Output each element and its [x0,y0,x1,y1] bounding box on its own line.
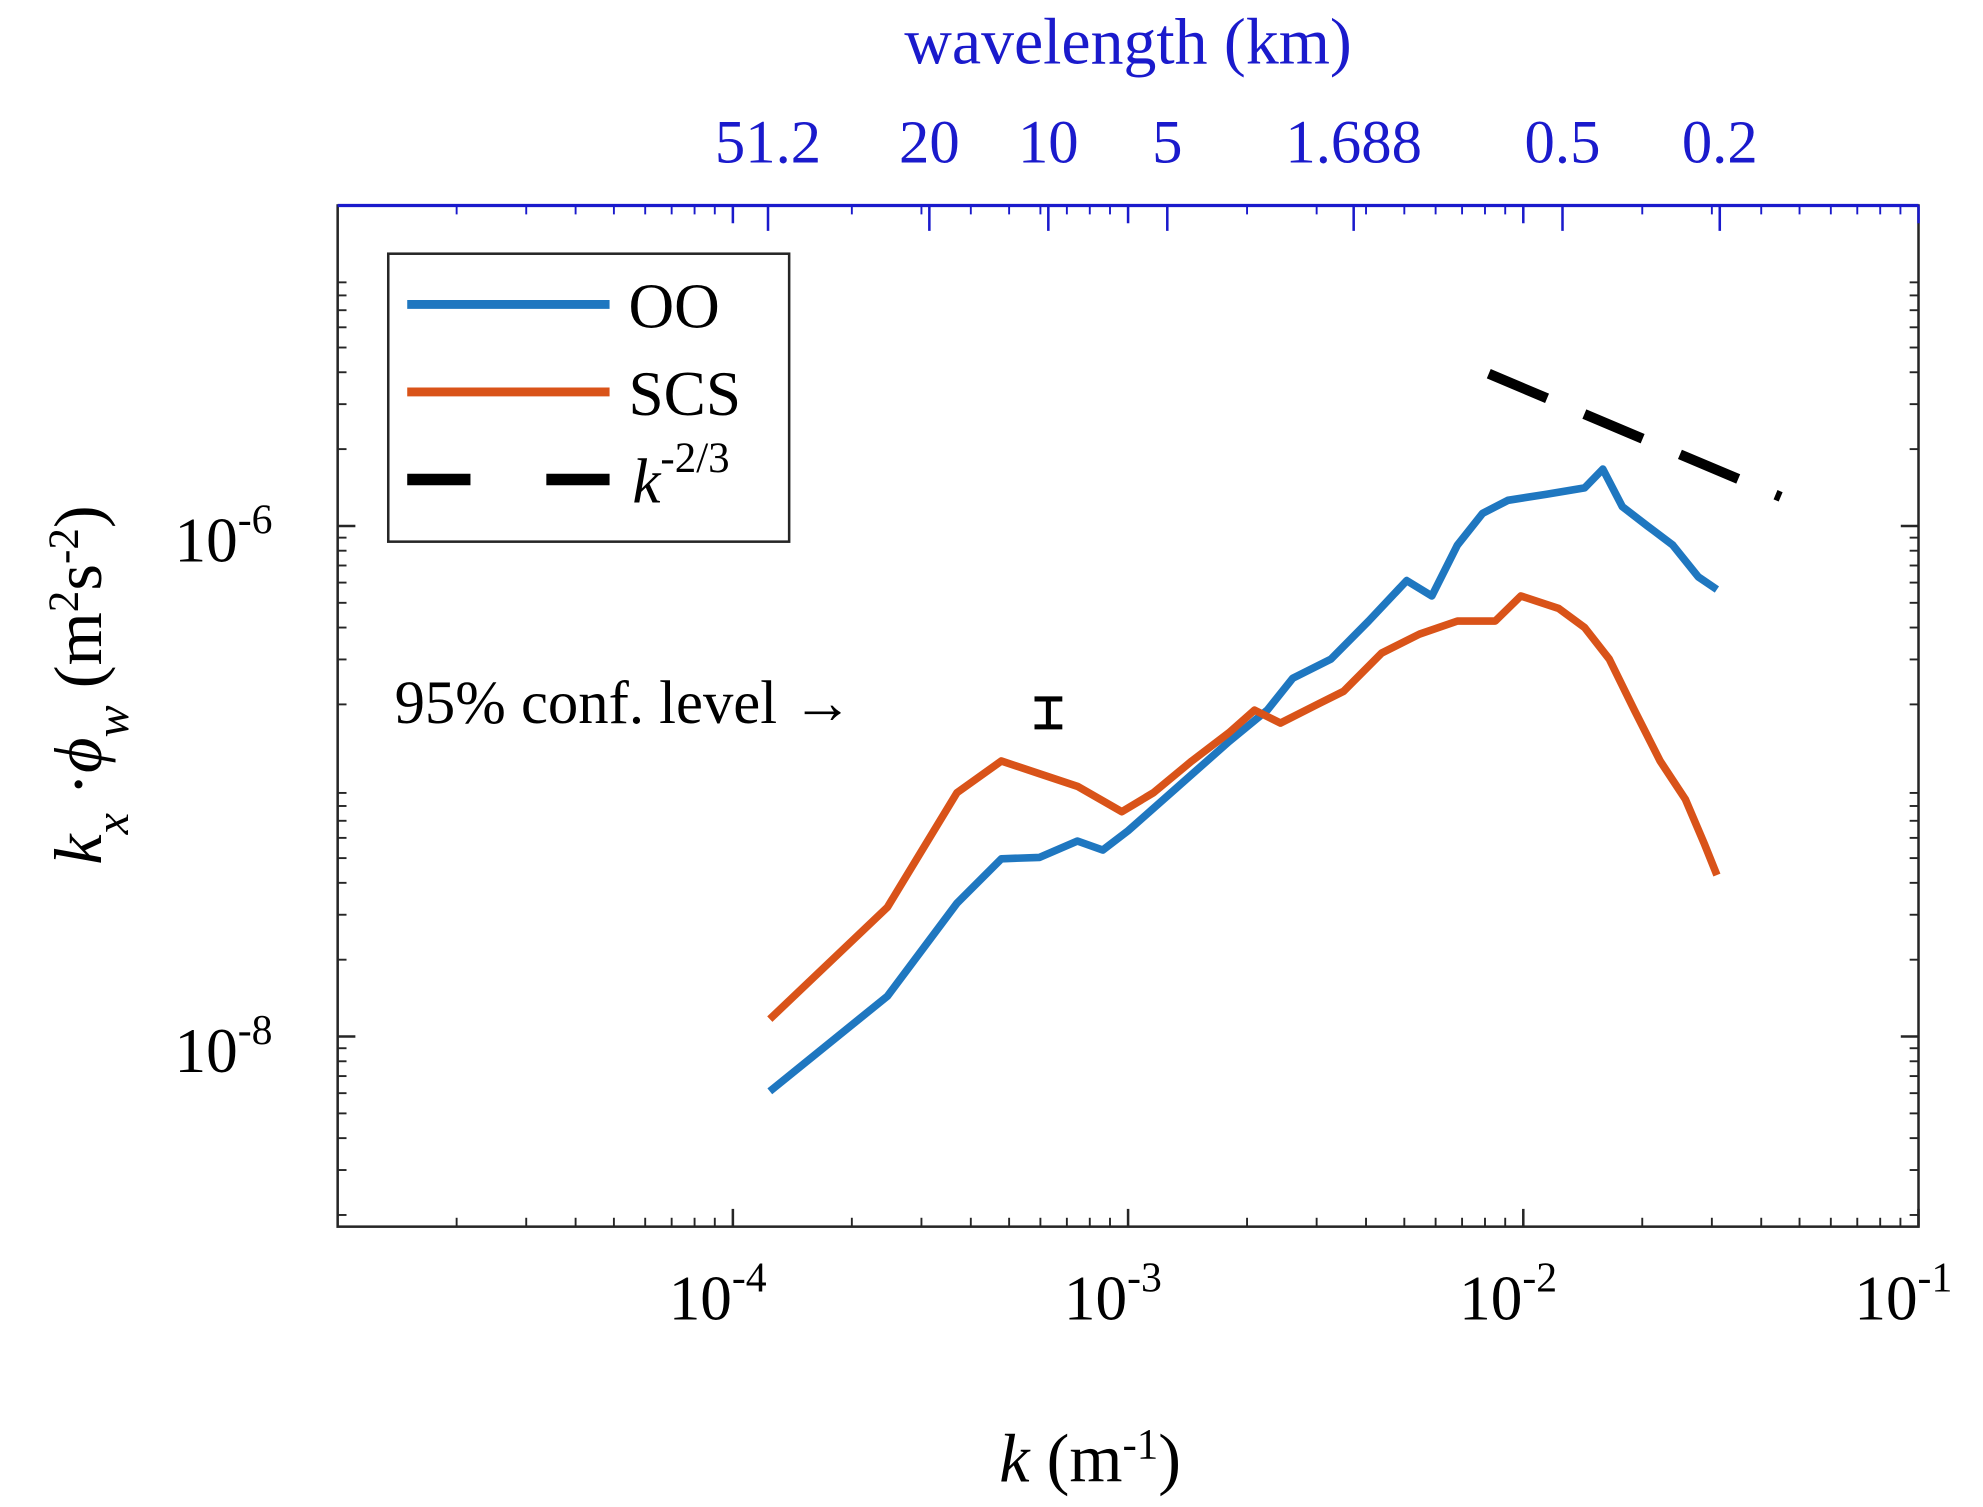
legend-name: SCS [629,359,741,429]
label-part: -2 [41,528,88,564]
label-part: s [40,564,116,591]
x-tick-label: 10-1 [1854,1255,1952,1333]
legend-label: k-2/3 [632,435,729,517]
y-tick-label: 10-8 [175,1008,273,1086]
x-tick-base: 10 [1854,1263,1917,1333]
x-tick-exp: -2 [1522,1255,1557,1301]
label-part: 2 [41,591,88,613]
x-axis-title: k (m-1) [999,1421,1181,1497]
series-line [767,592,1721,1022]
x-tick-label: 10-2 [1459,1255,1557,1333]
top-tick-label: 5 [1152,109,1182,176]
top-tick-label: 0.2 [1682,109,1758,176]
legend-sup: -2/3 [660,435,729,482]
x-tick-exp: -1 [1918,1255,1953,1301]
top-axis-title: wavelength (km) [904,5,1351,78]
label-part: · [40,773,116,813]
y-tick-exp: -6 [238,498,273,544]
legend-label: OO [629,271,720,341]
y-axis-title: kx ·ϕw (m2s-2) [40,505,138,864]
x-tick-label: 10-3 [1064,1255,1162,1333]
legend-label: SCS [629,359,741,429]
label-part: (m [40,612,116,705]
top-tick-label: 1.688 [1285,109,1422,176]
top-tick-label: 0.5 [1525,109,1601,176]
label-part: k [999,1421,1031,1497]
top-tick-label: 51.2 [715,109,821,176]
label-part: ) [40,505,116,528]
top-tick-label: 20 [899,109,960,176]
label-part: ϕ [40,738,116,773]
annotation: 95% conf. level → [395,670,853,737]
legend-name: OO [629,271,720,341]
x-tick-base: 10 [1459,1263,1522,1333]
x-tick-exp: -4 [732,1255,767,1301]
label-part: (m [1030,1421,1123,1497]
x-tick-label: 10-4 [669,1255,767,1333]
x-tick-exp: -3 [1127,1255,1162,1301]
top-tick-label: 10 [1018,109,1079,176]
x-tick-base: 10 [1064,1263,1127,1333]
y-tick-exp: -8 [238,1008,273,1054]
x-tick-base: 10 [669,1263,732,1333]
confidence-bar [1034,696,1063,730]
label-part: ) [1158,1421,1181,1497]
label-part: w [86,705,139,737]
legend-name: k [632,446,662,516]
series-line [767,465,1720,1095]
series-line [1486,369,1783,502]
label-part: -1 [1122,1421,1158,1468]
label-part: k [40,833,116,865]
y-tick-base: 10 [175,1016,238,1086]
label-part: x [86,813,139,835]
y-tick-base: 10 [175,505,238,575]
y-tick-label: 10-6 [175,498,273,576]
